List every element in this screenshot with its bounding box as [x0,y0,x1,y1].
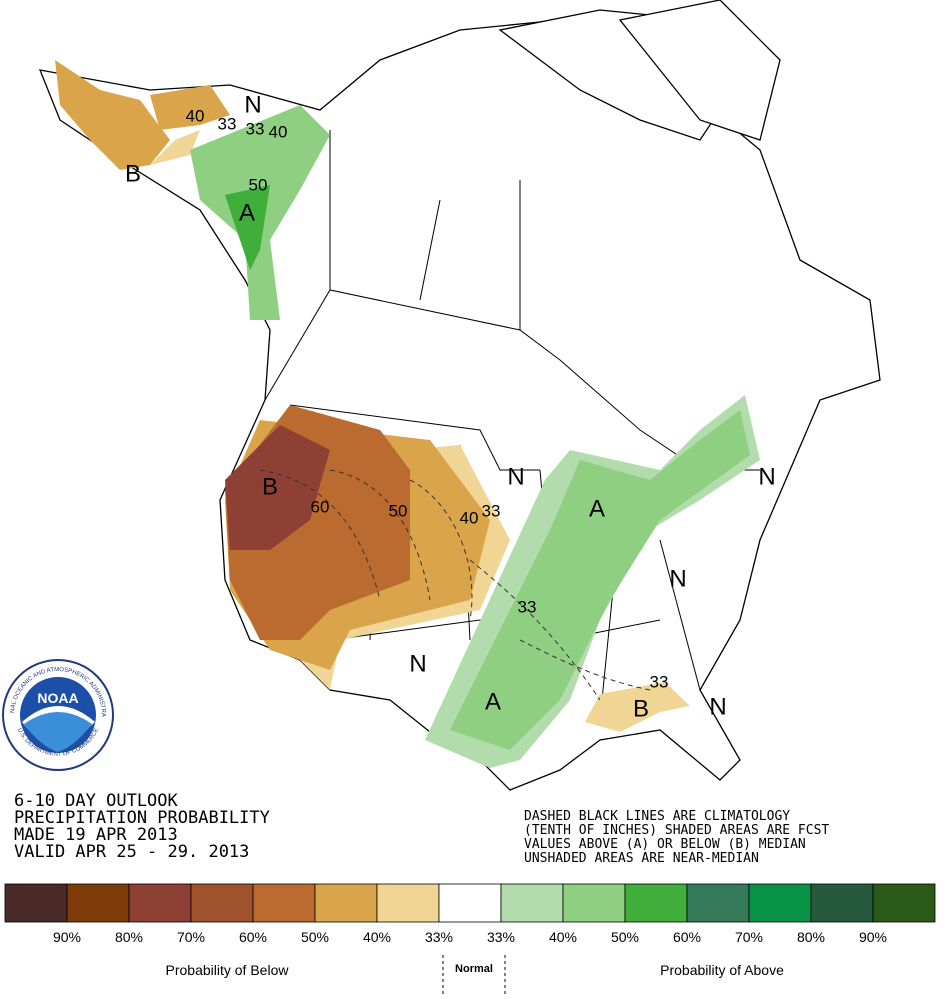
legend-swatch [810,883,874,923]
legend-swatch [562,883,626,923]
legend-percent: 70% [177,929,205,945]
map-label: 33 [246,119,265,138]
legend-swatch [872,883,936,923]
legend-percent: 90% [53,929,81,945]
note-line: (TENTH OF INCHES) SHADED AREAS ARE FCST [524,823,829,838]
legend-swatch [500,883,564,923]
map-label: A [485,688,501,715]
title-line: PRECIPITATION PROBABILITY [14,808,270,828]
map-label: N [709,693,726,720]
title-line: 6-10 DAY OUTLOOK [14,791,179,811]
logo-name: NOAA [37,690,78,706]
legend-swatch [748,883,812,923]
legend-percent: 70% [735,929,763,945]
map-label: A [589,495,605,522]
legend-percent: 80% [797,929,825,945]
legend-swatch [252,883,316,923]
legend-below: Probability of Below [166,962,290,978]
legend-swatch [686,883,750,923]
legend-swatch [438,883,502,923]
legend-above: Probability of Above [660,962,784,978]
map-label: 50 [249,175,268,194]
map-label: N [669,565,686,592]
legend-percent: 33% [425,929,453,945]
map-label: 33 [218,114,237,133]
legend-percent: 40% [363,929,391,945]
legend-swatch [376,883,440,923]
map-label: N [507,463,524,490]
map-label: 50 [389,501,408,520]
map-label: 33 [650,672,669,691]
legend-swatch [4,883,68,923]
map-label: 40 [460,508,479,527]
legend-percent: 80% [115,929,143,945]
map-label: 60 [311,497,330,516]
legend-swatch [314,883,378,923]
map-label: N [758,463,775,490]
shading [55,60,760,768]
note-line: VALUES ABOVE (A) OR BELOW (B) MEDIAN [524,837,806,852]
map-label: N [244,91,261,118]
legend-percent: 33% [487,929,515,945]
note-line: UNSHADED AREAS ARE NEAR-MEDIAN [524,851,759,866]
legend-percent: 60% [239,929,267,945]
map-label: 33 [518,597,537,616]
legend-percent: 60% [673,929,701,945]
title-line: VALID APR 25 - 29. 2013 [14,842,249,862]
legend-percent: 90% [859,929,887,945]
legend: 90% 80% 70% 60% 50% 40% 33% 33% 40% 50% 60% 70% 80% 9… [4,883,936,995]
map-label: 33 [482,501,501,520]
legend-normal: Normal [455,963,493,975]
map-label: B [633,695,649,722]
map-label: A [239,199,255,226]
map-label: 40 [186,106,205,125]
legend-swatch [190,883,254,923]
legend-swatch [128,883,192,923]
legend-percent: 40% [549,929,577,945]
legend-swatch [624,883,688,923]
title-line: MADE 19 APR 2013 [14,825,178,845]
legend-percent: 50% [301,929,329,945]
map-label: B [262,473,278,500]
climatology-lines [259,469,651,701]
legend-percent: 50% [611,929,639,945]
note-line: DASHED BLACK LINES ARE CLIMATOLOGY [524,809,790,824]
legend-swatch [66,883,130,923]
map-label: N [409,650,426,677]
map-label: B [125,160,141,187]
map-label: 40 [269,122,288,141]
